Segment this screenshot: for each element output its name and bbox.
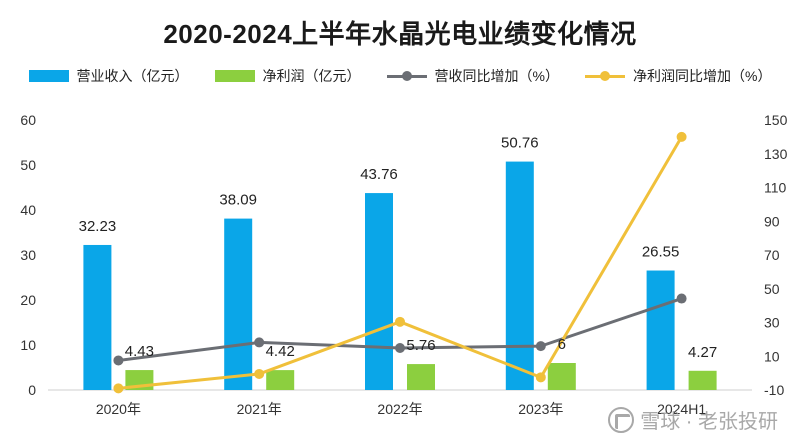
snowball-logo-icon: [608, 406, 635, 433]
x-tick-label: 2022年: [377, 401, 422, 417]
legend-swatch-net-profit: [214, 70, 255, 82]
y-right-tick-label: 10: [764, 348, 780, 364]
net-profit-bar: [688, 370, 717, 390]
revenue-growth-point: [676, 293, 687, 304]
y-left-tick-label: 0: [28, 382, 36, 398]
revenue-bar: [224, 218, 253, 390]
y-right-tick-label: 30: [764, 315, 780, 331]
net-profit-data-label: 4.43: [125, 343, 154, 360]
revenue-data-label: 50.76: [501, 135, 539, 152]
legend-swatch-profit-growth: [585, 70, 625, 82]
profit-growth-point: [113, 383, 124, 394]
revenue-data-label: 32.23: [79, 218, 117, 235]
revenue-bar: [83, 244, 112, 390]
y-right-tick-label: 130: [764, 146, 788, 162]
net-profit-data-label: 5.76: [406, 337, 435, 354]
y-right-tick-label: 90: [764, 213, 780, 229]
legend-label-revenue: 营业收入（亿元）: [76, 68, 189, 84]
y-right-tick-label: 110: [764, 180, 787, 196]
legend-label-profit-growth: 净利润同比增加（%）: [633, 68, 772, 84]
revenue-data-label: 26.55: [642, 244, 680, 261]
watermark-text: 雪球 · 老张投研: [640, 411, 778, 433]
y-left-tick-label: 50: [20, 157, 36, 173]
chart-title: 2020-2024上半年水晶光电业绩变化情况: [163, 19, 637, 49]
net-profit-data-label: 4.27: [688, 344, 717, 361]
y-left-tick-label: 60: [20, 112, 36, 128]
revenue-bar: [646, 270, 675, 390]
profit-growth-point: [676, 131, 687, 142]
y-left-tick-label: 40: [20, 202, 36, 218]
revenue-growth-point: [535, 341, 546, 352]
legend-swatch-revenue: [28, 70, 69, 82]
profit-growth-point: [395, 316, 405, 327]
profit-growth-point: [254, 368, 265, 379]
net-profit-data-label: 4.42: [266, 343, 295, 360]
y-left-tick-label: 30: [20, 247, 36, 263]
legend-item-revenue: 营业收入（亿元）: [28, 66, 189, 86]
legend-label-net-profit: 净利润（亿元）: [262, 68, 361, 84]
net-profit-bar: [547, 363, 576, 390]
profit-growth-point: [535, 372, 546, 383]
legend-label-revenue-growth: 营收同比增加（%）: [434, 68, 559, 84]
revenue-bar: [505, 161, 534, 390]
y-left-tick-label: 20: [20, 292, 36, 308]
x-tick-label: 2024H1: [657, 401, 706, 417]
x-tick-label: 2023年: [518, 401, 563, 417]
revenue-data-label: 38.09: [219, 192, 257, 209]
x-tick-label: 2020年: [96, 401, 141, 417]
legend-swatch-revenue-growth: [386, 70, 427, 82]
revenue-bar: [365, 193, 393, 390]
legend-item-revenue-growth: 营收同比增加（%）: [386, 66, 559, 86]
legend-item-net-profit: 净利润（亿元）: [214, 66, 361, 86]
net-profit-data-label: 6: [558, 336, 566, 353]
y-right-tick-label: 50: [764, 281, 780, 297]
watermark: 雪球 · 老张投研: [608, 405, 778, 434]
chart-legend: 营业收入（亿元） 净利润（亿元） 营收同比增加（%） 净利润同比增加（%）: [0, 66, 800, 86]
y-right-tick-label: -10: [764, 382, 784, 398]
revenue-data-label: 43.76: [360, 166, 398, 183]
y-left-tick-label: 10: [20, 337, 36, 353]
x-tick-label: 2021年: [237, 401, 282, 417]
revenue-growth-point: [395, 342, 405, 353]
y-right-tick-label: 150: [764, 112, 788, 128]
revenue-growth-point: [254, 337, 265, 348]
net-profit-bar: [266, 370, 295, 390]
legend-item-profit-growth: 净利润同比增加（%）: [585, 66, 771, 86]
revenue-growth-point: [113, 355, 124, 366]
y-right-tick-label: 70: [764, 247, 780, 263]
net-profit-bar: [407, 364, 435, 390]
